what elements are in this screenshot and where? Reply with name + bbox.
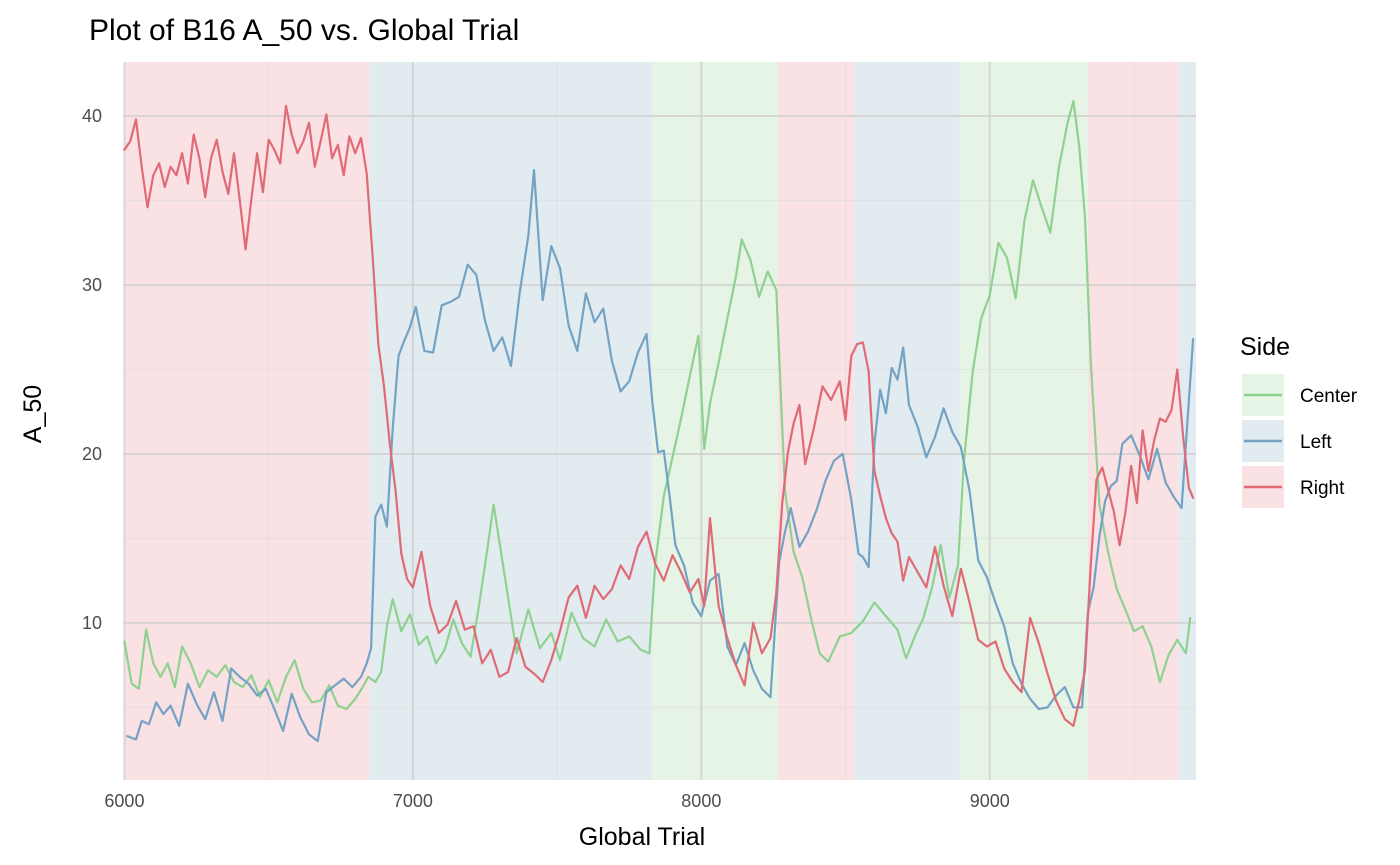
legend-label-right: Right [1300,478,1345,499]
x-tick-label: 8000 [681,791,721,811]
background-block-left-5 [854,62,960,780]
y-tick-label: 20 [82,444,102,464]
y-axis-ticks: 10 20 30 40 [82,106,102,633]
legend-label-left: Left [1300,432,1332,453]
chart-title: Plot of B16 A_50 vs. Global Trial [89,14,519,47]
y-tick-label: 40 [82,106,102,126]
legend-title: Side [1240,333,1290,361]
background-block-center-3 [652,62,778,780]
y-tick-label: 30 [82,275,102,295]
minor-gridlines [123,62,1196,780]
background-blocks [124,62,1196,780]
major-gridlines [123,62,1196,780]
x-tick-label: 7000 [393,791,433,811]
plot-panel [123,62,1196,780]
legend-label-center: Center [1300,386,1358,407]
series-line-right [123,104,1195,728]
legend: Side Center Left Right [1240,333,1358,508]
x-tick-label: 6000 [104,791,144,811]
y-axis-title: A_50 [19,385,47,443]
x-axis-title: Global Trial [579,823,705,851]
series-lines [123,99,1195,743]
series-line-center [123,99,1192,711]
x-axis-ticks: 6000 7000 8000 9000 [104,791,1009,811]
y-tick-label: 10 [82,613,102,633]
background-block-center-6 [959,62,1088,780]
legend-items: Center Left Right [1242,374,1358,508]
x-tick-label: 9000 [970,791,1010,811]
